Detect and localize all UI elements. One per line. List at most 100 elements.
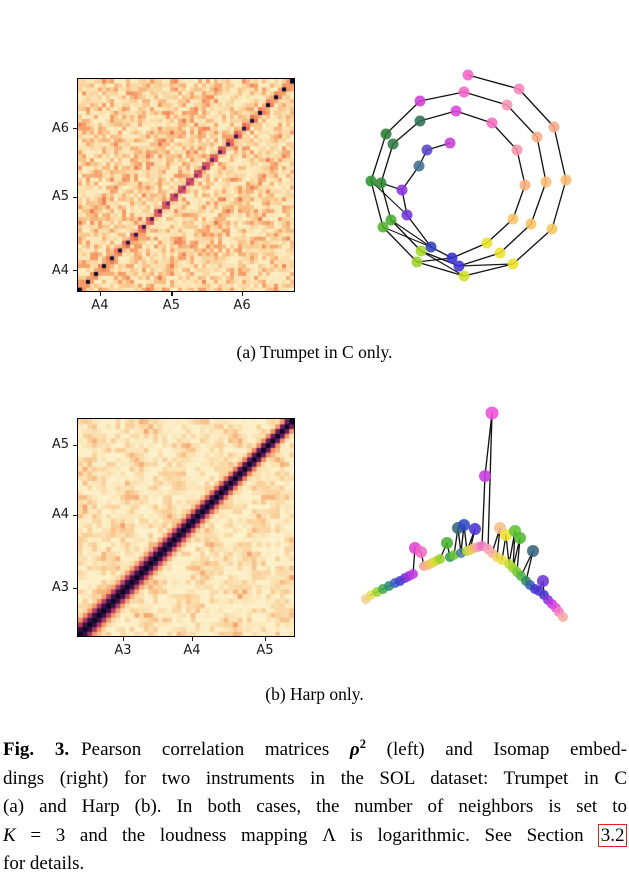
embedding-point xyxy=(425,241,437,253)
harp-correlation-matrix-panel: A5 A4 A3 A3 A4 A5 xyxy=(37,410,313,668)
embedding-point xyxy=(365,175,377,187)
y-axis-tick-label: A3 xyxy=(51,580,69,596)
neighbor-edge xyxy=(458,263,514,267)
x-axis-tick-label: A5 xyxy=(256,643,274,658)
embedding-point xyxy=(525,218,537,230)
x-axis-tick-mark xyxy=(99,292,102,296)
embedding-point xyxy=(380,128,392,140)
caption-text: (left) and Isomap embed- xyxy=(365,739,627,760)
trumpet-correlation-heatmap xyxy=(77,78,295,292)
embedding-point xyxy=(385,214,397,226)
embedding-point xyxy=(558,612,568,622)
embedding-point xyxy=(414,115,426,127)
embedding-point xyxy=(414,95,426,107)
neighbor-edge xyxy=(390,219,432,248)
embedding-point xyxy=(527,545,539,557)
embedding-path xyxy=(370,74,567,277)
y-axis-tick-label: A5 xyxy=(51,437,69,453)
x-axis-tick-label: A6 xyxy=(233,298,251,313)
caption-text: Pearson correlation matrices xyxy=(81,739,350,760)
caption-text: for details. xyxy=(3,853,85,874)
caption-text: ρ xyxy=(349,739,360,760)
embedding-point xyxy=(514,532,526,544)
x-axis-tick-label: A5 xyxy=(162,298,180,313)
embedding-point xyxy=(415,245,427,257)
embedding-point xyxy=(513,83,525,95)
caption-text: 2 xyxy=(359,737,366,751)
embedding-point xyxy=(375,177,387,189)
embedding-point xyxy=(531,131,543,143)
subcaption-a: (a) Trumpet in C only. xyxy=(236,342,393,362)
caption-text: = 3 and the loudness mapping Λ is logari… xyxy=(15,824,599,846)
trumpet-isomap-embedding xyxy=(365,69,572,282)
embedding-point xyxy=(435,554,445,564)
embedding-point xyxy=(415,546,427,558)
x-axis-tick-label: A3 xyxy=(114,643,132,658)
y-axis-tick-label: A6 xyxy=(51,120,69,136)
embedding-point xyxy=(441,537,453,549)
embedding-point xyxy=(560,174,572,186)
caption-text: Fig. 3 xyxy=(3,739,65,760)
embedding-point xyxy=(453,260,465,272)
harp-isomap-embedding xyxy=(361,406,568,622)
caption-line: for details. xyxy=(3,850,627,876)
embedding-point xyxy=(507,258,519,270)
x-axis-tick-mark xyxy=(242,292,244,296)
embedding-point xyxy=(548,121,560,133)
neighbor-edge xyxy=(420,250,465,277)
embedding-point xyxy=(511,144,523,156)
x-axis-tick-mark xyxy=(264,637,267,641)
embedding-point xyxy=(413,160,425,172)
x-axis-tick-mark xyxy=(171,292,173,296)
y-axis-tick-mark xyxy=(73,128,77,130)
y-axis-tick-label: A4 xyxy=(51,262,69,278)
embedding-point xyxy=(485,406,499,420)
subcaption-b: (b) Harp only. xyxy=(265,684,364,704)
embedding-point xyxy=(387,138,399,150)
y-axis-tick-label: A5 xyxy=(51,189,69,205)
y-axis-tick-label: A4 xyxy=(51,507,69,523)
trumpet-correlation-matrix-panel: A6 A5 A4 A4 A5 A6 xyxy=(37,70,313,322)
embedding-point xyxy=(479,470,491,482)
neighbor-edge xyxy=(416,257,453,263)
embedding-point xyxy=(481,237,493,249)
caption-line: (a) and Harp (b). In both cases, the num… xyxy=(3,793,627,822)
embedding-point xyxy=(458,519,470,531)
embedding-point xyxy=(540,176,552,188)
y-axis-tick-mark xyxy=(73,587,77,590)
figure-caption: Fig. 3. Pearson correlation matrices ρ2 (… xyxy=(3,730,627,876)
embedding-point xyxy=(450,105,462,117)
y-axis-tick-mark xyxy=(73,196,77,199)
embedding-point xyxy=(458,270,470,282)
caption-text: (a) and Harp (b). In both cases, the num… xyxy=(3,796,627,817)
x-axis-tick-mark xyxy=(191,637,194,641)
embedding-point xyxy=(469,523,481,535)
embedding-point xyxy=(408,569,418,579)
embedding-point xyxy=(444,137,456,149)
section-link[interactable]: 3.2 xyxy=(598,823,627,847)
embedding-point xyxy=(421,144,433,156)
x-axis-tick-label: A4 xyxy=(183,643,201,658)
caption-line: dings (right) for two instruments in the… xyxy=(3,765,627,794)
caption-text: dings (right) for two instruments in the… xyxy=(3,767,627,789)
embedding-point xyxy=(500,529,512,541)
y-axis-tick-mark xyxy=(73,514,77,517)
embedding-point xyxy=(519,179,531,191)
embedding-point xyxy=(458,86,470,98)
neighbor-edge xyxy=(382,226,432,248)
embedding-point xyxy=(507,213,519,225)
embedding-point xyxy=(411,256,423,268)
caption-text: K xyxy=(3,824,16,846)
embedding-point xyxy=(546,223,558,235)
y-axis-tick-mark xyxy=(73,270,77,272)
y-axis-tick-mark xyxy=(73,444,77,447)
embedding-point xyxy=(537,575,549,587)
embedding-point xyxy=(377,221,389,233)
caption-line: Fig. 3. Pearson correlation matrices ρ2 (… xyxy=(3,730,627,765)
embedding-point xyxy=(501,99,513,111)
x-axis-tick-mark xyxy=(123,637,125,641)
embedding-point xyxy=(486,117,498,129)
caption-text: . xyxy=(64,739,70,760)
embedding-point xyxy=(446,252,458,264)
